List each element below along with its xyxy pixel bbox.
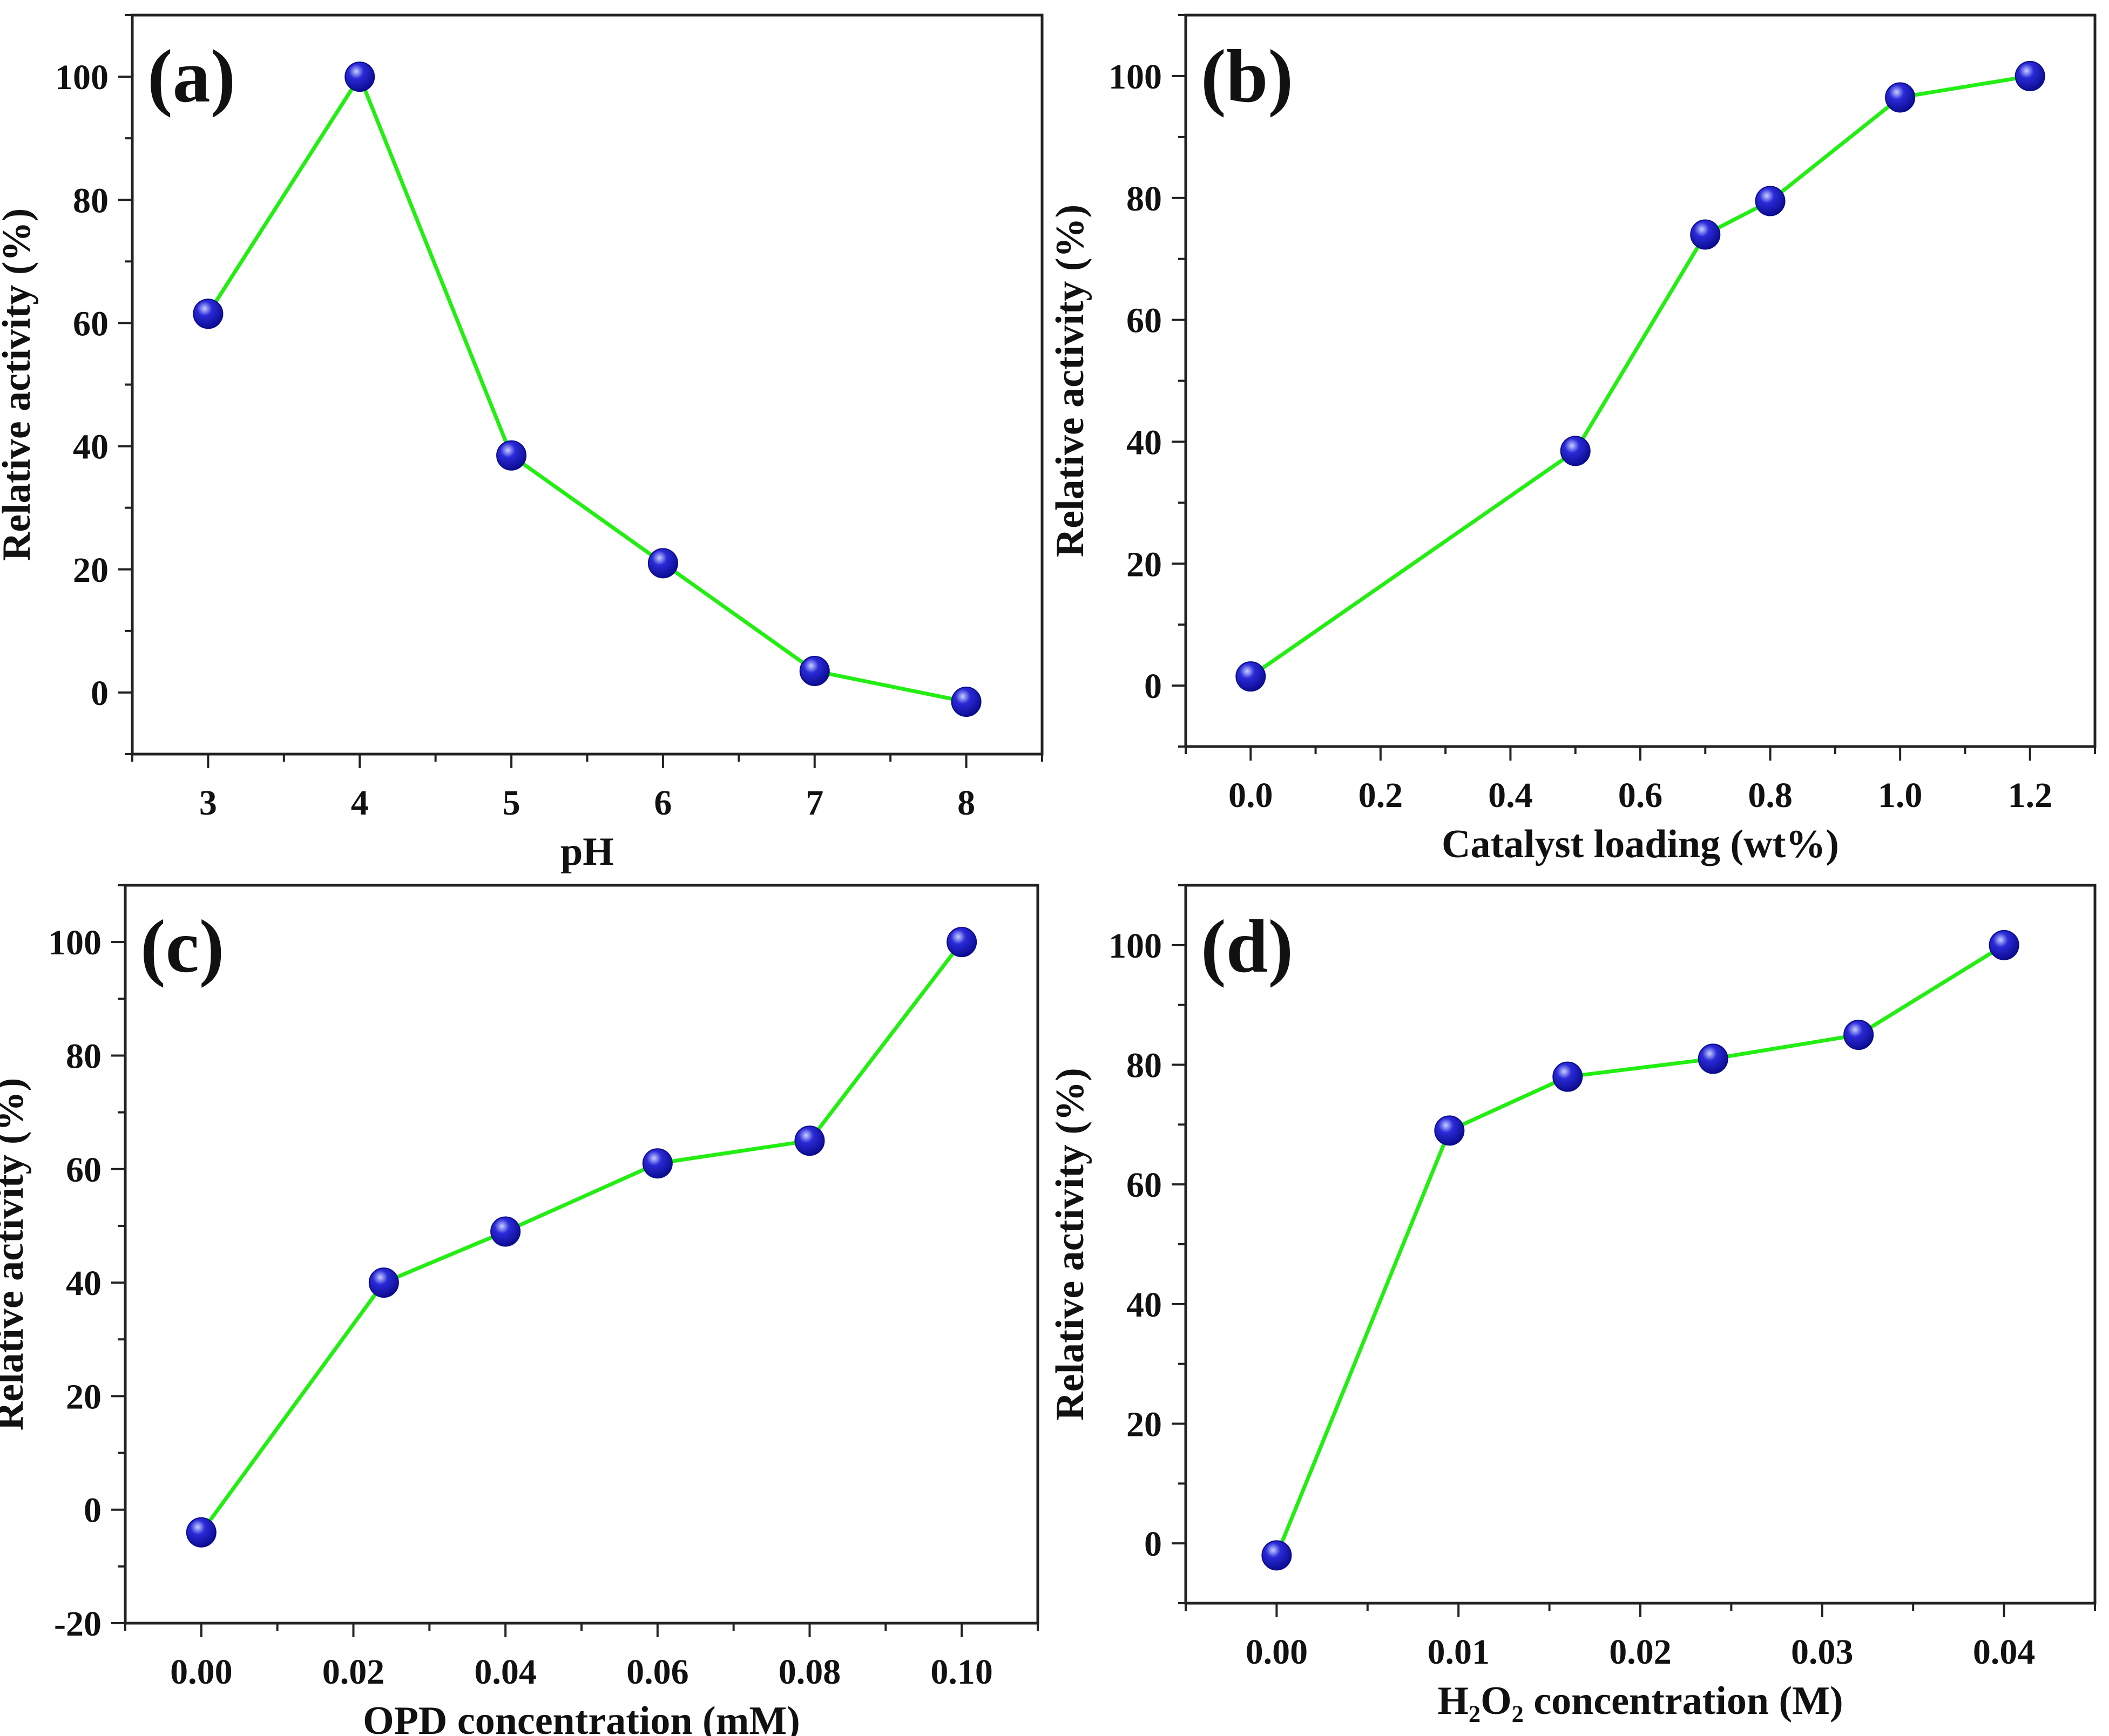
y-tick-label: 100 [1108, 57, 1162, 97]
data-point [344, 62, 375, 92]
y-tick-label: 60 [73, 304, 109, 343]
data-point [2015, 60, 2045, 91]
y-tick-label: 0 [1144, 1524, 1162, 1564]
data-point [1560, 436, 1591, 466]
x-tick-label: 0.00 [170, 1652, 233, 1692]
y-tick-label: 100 [1108, 926, 1162, 966]
y-tick-label: 80 [73, 181, 109, 220]
panel-label: (a) [147, 35, 235, 118]
x-tick-label: 0.04 [474, 1652, 537, 1692]
plot-frame [1184, 13, 2097, 748]
y-tick-label: 20 [73, 551, 109, 590]
y-tick-label: 80 [1126, 179, 1162, 219]
x-tick-label: 0.03 [1791, 1632, 1854, 1672]
x-tick-label: 1.0 [1878, 776, 1923, 815]
x-tick-label: 5 [503, 783, 521, 823]
y-tick-label: 100 [55, 58, 109, 97]
y-tick-label: 60 [1126, 301, 1162, 341]
x-tick-label: 0.8 [1748, 776, 1793, 815]
data-point [947, 927, 977, 958]
x-tick-label: 8 [957, 783, 975, 823]
panel-c: 0.00 0.02 0.04 0.06 0.08 0.10 -20 0 20 40 60 80 100 O… [0, 884, 1039, 1736]
y-tick-label: 40 [73, 428, 109, 467]
plot-frame [124, 884, 1039, 1625]
y-tick-label: 40 [1126, 1285, 1162, 1325]
data-point [186, 1517, 217, 1548]
data-point [647, 548, 678, 579]
x-axis-title: OPD concentration (mM) [363, 1699, 800, 1736]
panel-label: (b) [1201, 35, 1293, 118]
data-point [490, 1216, 521, 1247]
data-point [1755, 186, 1786, 216]
x-tick-label: 0.0 [1228, 776, 1273, 815]
data-point [496, 440, 527, 471]
data-point [193, 299, 224, 329]
y-tick-label: 100 [48, 923, 102, 962]
y-tick-label: -20 [54, 1604, 102, 1644]
panel-b: 0.0 0.2 0.4 0.6 0.8 1.0 1.2 0 20 40 60 80 100 Catalys… [1048, 13, 2097, 866]
y-tick-label: 60 [1126, 1165, 1162, 1205]
x-tick-label: 0.4 [1488, 776, 1533, 815]
data-point [368, 1267, 399, 1298]
x-tick-label: 0.00 [1246, 1632, 1308, 1672]
plot-frame [131, 13, 1044, 756]
y-tick-label: 60 [66, 1150, 102, 1190]
data-point [951, 687, 982, 717]
data-point [1989, 930, 2019, 960]
data-point [1552, 1061, 1583, 1092]
panel-label: (d) [1201, 905, 1293, 988]
x-tick-label: 0.02 [322, 1652, 385, 1692]
y-tick-label: 0 [84, 1491, 102, 1530]
y-axis-title: Relative activity (%) [0, 208, 39, 561]
x-tick-label: 0.08 [779, 1652, 841, 1692]
plot-frame [1184, 884, 2097, 1605]
x-tick-label: 3 [199, 783, 217, 823]
y-tick-label: 20 [66, 1377, 102, 1416]
series-line [206, 74, 967, 704]
x-tick-label: 1.2 [2007, 776, 2052, 815]
x-axis-title: H₂O₂ concentration (M) [1437, 1679, 1843, 1723]
series-line [200, 941, 963, 1534]
x-tick-label: 0.04 [1973, 1632, 2036, 1672]
x-tick-label: 0.10 [930, 1652, 993, 1692]
x-tick-label: 0.6 [1618, 776, 1663, 815]
x-tick-label: 4 [351, 783, 369, 823]
panel-label: (c) [140, 905, 224, 988]
data-point [1235, 661, 1266, 692]
data-point [799, 655, 830, 686]
y-tick-label: 0 [1144, 667, 1162, 706]
x-tick-label: 6 [654, 783, 672, 823]
y-axis-title: Relative activity (%) [0, 1078, 32, 1430]
data-point [1434, 1115, 1465, 1146]
y-axis-title: Relative activity (%) [1048, 205, 1092, 557]
data-point [1698, 1043, 1728, 1074]
y-tick-label: 40 [1126, 423, 1162, 462]
y-tick-label: 80 [1126, 1046, 1162, 1086]
data-point [1885, 82, 1916, 113]
x-tick-label: 0.2 [1358, 776, 1403, 815]
data-point [1690, 219, 1721, 250]
y-tick-label: 80 [66, 1036, 102, 1076]
y-axis-title: Relative activity (%) [1048, 1068, 1092, 1420]
x-tick-label: 7 [806, 783, 823, 823]
series-line [1249, 74, 2031, 679]
y-tick-label: 0 [91, 674, 109, 713]
x-tick-label: 0.06 [626, 1652, 689, 1692]
x-tick-label: 0.02 [1609, 1632, 1672, 1672]
data-point [1843, 1020, 1874, 1050]
x-tick-label: 0.01 [1427, 1632, 1490, 1672]
x-axis-title: Catalyst loading (wt%) [1442, 822, 1839, 866]
x-axis-title: pH [560, 830, 614, 874]
series-line [1275, 943, 2005, 1556]
y-tick-label: 40 [66, 1264, 102, 1303]
data-point [794, 1125, 825, 1156]
y-tick-label: 20 [1126, 545, 1162, 584]
y-tick-label: 20 [1126, 1405, 1162, 1445]
data-point [642, 1148, 673, 1179]
data-point [1261, 1540, 1292, 1571]
panel-d: 0.00 0.01 0.02 0.03 0.04 0 20 40 60 80 100 H₂O₂ con… [1048, 884, 2097, 1723]
